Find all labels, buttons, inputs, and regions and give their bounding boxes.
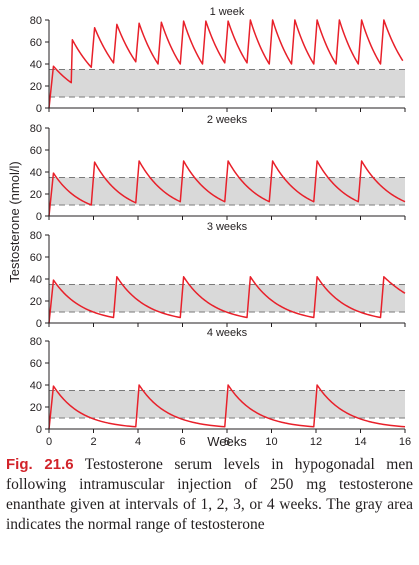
y-tick-label: 60 [30, 252, 42, 264]
y-tick-label: 0 [36, 424, 42, 436]
y-tick-label: 60 [30, 358, 42, 370]
figure-caption-text: Testosterone serum levels in hypogonadal… [6, 456, 413, 533]
panel-title: 2 weeks [207, 114, 248, 126]
x-tick-label: 6 [179, 436, 185, 448]
y-tick-label: 20 [30, 81, 42, 93]
testosterone-curve [48, 276, 406, 324]
y-tick-label: 80 [30, 15, 42, 27]
y-tick-label: 60 [30, 37, 42, 49]
x-tick-label: 10 [265, 436, 277, 448]
y-tick-label: 80 [30, 336, 42, 348]
y-tick-label: 40 [30, 274, 42, 286]
x-tick-label: 16 [399, 436, 411, 448]
panel-3: 0 20 40 60 80 3 weeks [30, 221, 406, 330]
panel-title: 1 week [210, 6, 245, 18]
panel-1: 0 20 40 60 80 1 week [30, 6, 406, 115]
y-tick-label: 0 [36, 211, 42, 223]
x-axis-title: Weeks [207, 434, 247, 449]
testosterone-curve [48, 19, 404, 109]
y-tick-label: 0 [36, 103, 42, 115]
x-tick-label: 2 [90, 436, 96, 448]
y-tick-label: 60 [30, 145, 42, 157]
x-tick-label: 12 [310, 436, 322, 448]
panel-title: 4 weeks [207, 327, 248, 339]
x-tick-label: 14 [354, 436, 366, 448]
y-tick-label: 0 [36, 318, 42, 330]
y-tick-label: 80 [30, 123, 42, 135]
testosterone-curve [48, 160, 406, 217]
y-tick-label: 40 [30, 167, 42, 179]
y-tick-label: 80 [30, 230, 42, 242]
panel-4: 0 20 40 60 80 0 2 4 6 8 10 12 14 16 4 weeks [30, 327, 411, 448]
testosterone-curve [48, 384, 406, 430]
y-tick-label: 40 [30, 59, 42, 71]
figure-caption: Fig. 21.6 Testosterone serum levels in h… [6, 455, 413, 535]
y-axis-title: Testosterone (nmol/l) [7, 161, 22, 282]
x-tick-label: 0 [46, 436, 52, 448]
normal-range-band [49, 69, 405, 97]
y-tick-label: 20 [30, 296, 42, 308]
y-tick-label: 40 [30, 380, 42, 392]
y-tick-label: 20 [30, 189, 42, 201]
panel-title: 3 weeks [207, 221, 248, 233]
x-tick-label: 8 [224, 436, 230, 448]
panel-2: 0 20 40 60 80 2 weeks [30, 114, 406, 223]
figure-label: Fig. 21.6 [6, 456, 74, 473]
normal-range-band [49, 284, 405, 312]
y-tick-label: 20 [30, 402, 42, 414]
x-tick-label: 4 [135, 436, 141, 448]
